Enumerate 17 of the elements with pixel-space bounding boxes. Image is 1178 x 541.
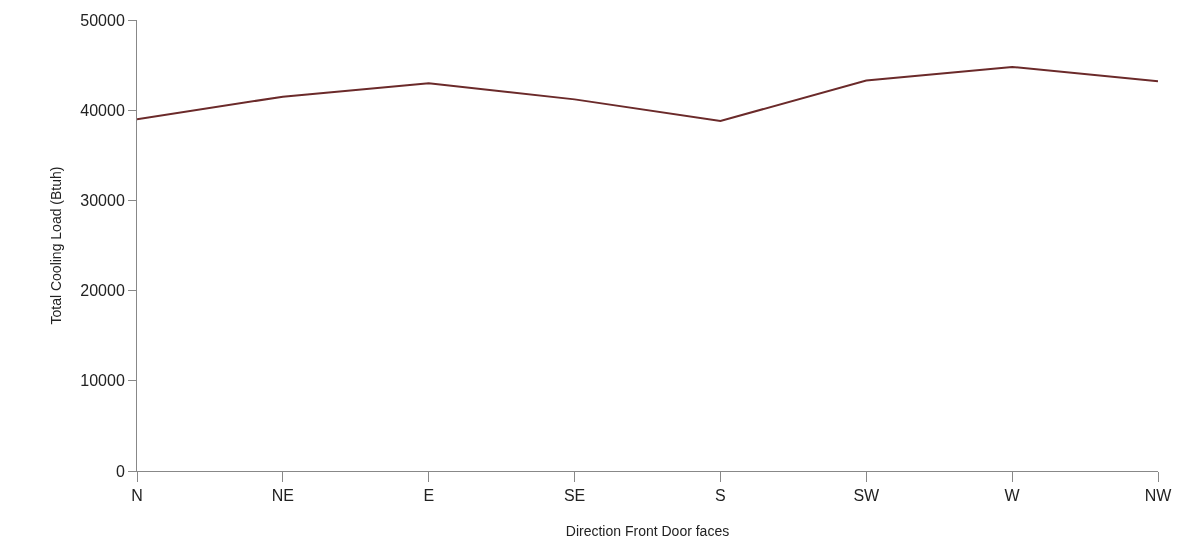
line-series	[137, 65, 1158, 123]
y-tick-label: 20000	[80, 282, 125, 300]
x-tick-label: NW	[1144, 487, 1173, 505]
x-tick-label: SW	[853, 487, 881, 505]
x-tick-label: SE	[563, 487, 586, 505]
x-tick-label: W	[1004, 487, 1021, 505]
y-tick-label: 0	[115, 462, 125, 480]
x-axis-title: Direction Front Door faces	[565, 522, 730, 539]
x-tick-label: N	[131, 487, 143, 505]
y-tick-label: 50000	[80, 11, 125, 29]
y-tick-label: 40000	[80, 101, 125, 119]
y-axis-title: Total Cooling Load (Btuh)	[47, 166, 64, 325]
x-tick-label: E	[423, 487, 435, 505]
x-tick-label: S	[715, 487, 726, 505]
x-tick-label: NE	[271, 487, 294, 505]
y-tick-label: 30000	[80, 192, 125, 209]
y-tick-label: 10000	[80, 372, 125, 390]
